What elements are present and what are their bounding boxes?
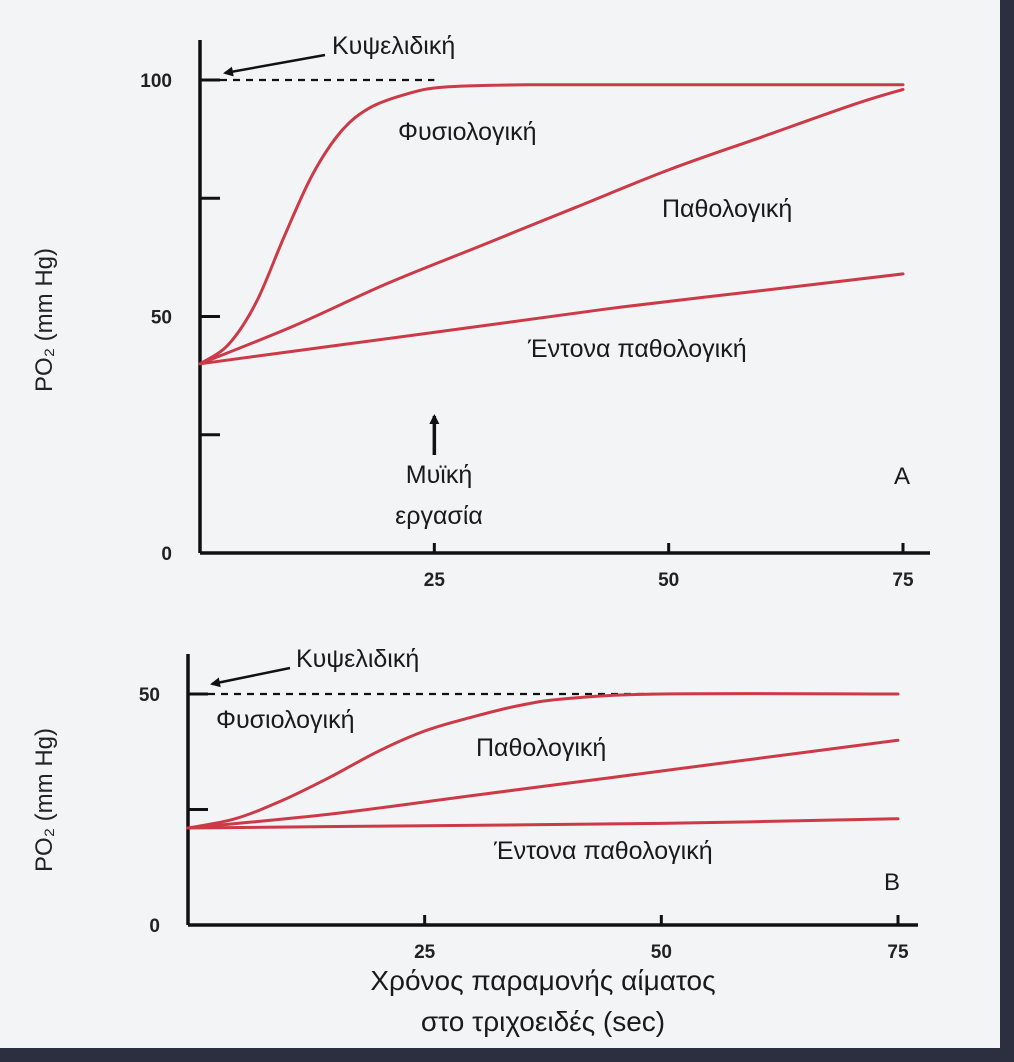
panel-a-y-tick-label: 0 [161,544,172,565]
panel-b-label-normal: Φυσιολογική [216,706,355,734]
panel-a-series-2-line [198,272,905,366]
chart-marks: 0 50 100 25 50 75 0 50 25 50 75 [139,40,930,963]
panel-a-label-normal: Φυσιολογική [398,118,537,146]
panel-b-x-tick-label: 50 [651,942,672,963]
panel-a-letter: A [894,463,910,490]
panel-b-y-tick-label: 50 [139,685,160,706]
panel-b-letter: B [884,869,900,896]
panel-b-x-tick-label: 25 [414,942,436,963]
panel-a-reference-label: Κυψελιδική [332,32,455,60]
panel-b-reference-arrow [210,666,291,688]
panel-a-series-0-line [198,83,905,366]
figure: PO₂ (mm Hg) Κυψελιδική Φυσιολογική Παθολ… [0,0,1000,1048]
panel-b-label-pathological: Παθολογική [476,734,606,762]
panel-a-annotation-line1: Μυϊκή [406,461,472,489]
x-axis-title-line1: Χρόνος παραμονής αίματος [370,965,715,996]
panel-b-reference-label: Κυψελιδική [296,645,419,673]
panel-a-x-tick-label: 50 [658,570,679,591]
panel-a-y-tick-label: 100 [140,71,172,92]
panel-b-x-tick-label: 75 [887,942,909,963]
panel-a-x-tick-label: 75 [892,570,914,591]
panel-a-label-severe: Έντονα παθολογική [527,335,747,363]
panel-a-series-1-line [198,88,905,366]
chart-svg: PO₂ (mm Hg) Κυψελιδική Φυσιολογική Παθολ… [31,32,930,1037]
panel-b-label-severe: Έντονα παθολογική [493,837,713,865]
panel-b-series-2-line [186,817,900,830]
panel-b-y-tick-label: 0 [149,916,160,937]
panel-a-label-pathological: Παθολογική [662,195,792,223]
panel-b-series-1-line [186,738,900,830]
panel-b-ylabel: PO₂ (mm Hg) [31,728,58,872]
panel-a-reference-arrow [223,53,326,77]
panel-a-ylabel: PO₂ (mm Hg) [31,248,58,392]
x-axis-title-line2: στο τριχοειδές (sec) [421,1006,665,1037]
panel-b-series-0-line [186,692,900,830]
panel-a-y-tick-label: 50 [151,308,172,329]
panel-a-annotation-line2: εργασία [395,502,483,530]
panel-a-x-tick-label: 25 [424,570,446,591]
